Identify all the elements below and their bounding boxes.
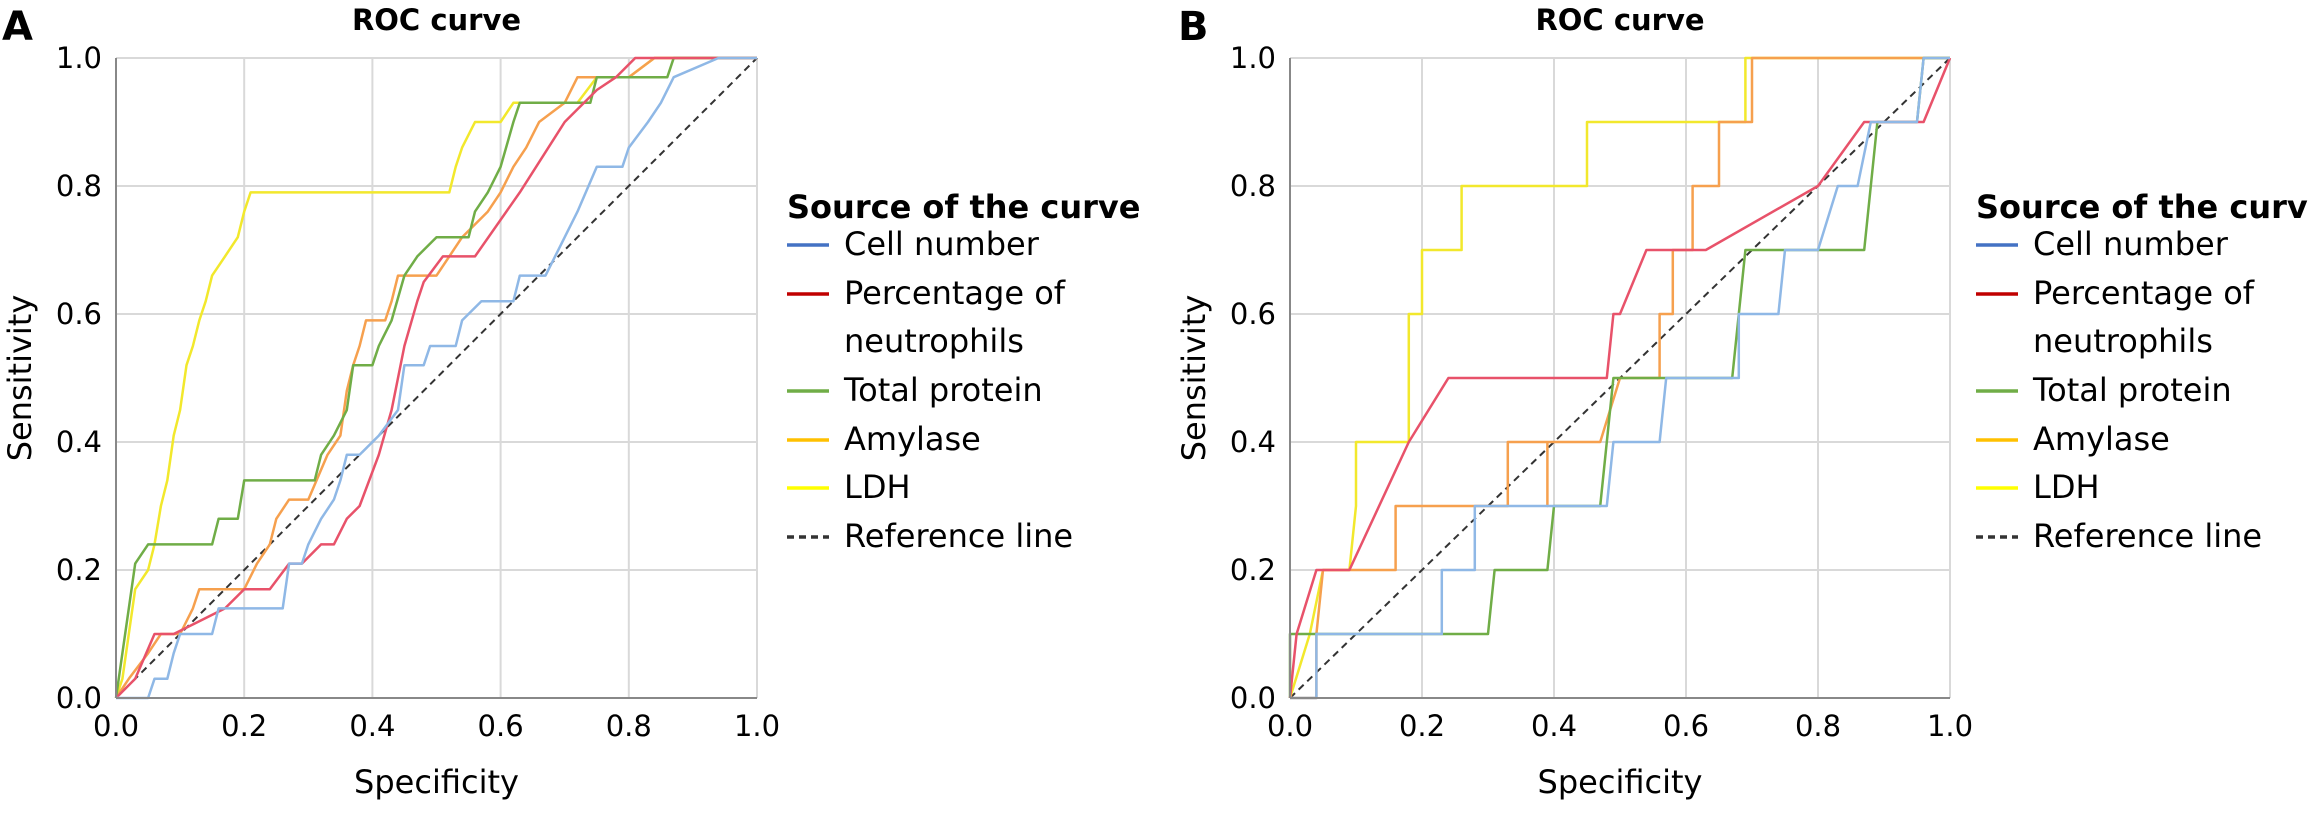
x-tick-label: 0.2 [221,709,267,743]
y-tick-label: 0.6 [1230,297,1276,331]
legend-label: LDH [2033,468,2100,506]
x-tick-label: 0.8 [606,709,652,743]
legend-label: Total protein [843,371,1043,409]
y-tick-label: 0.8 [56,169,102,203]
legend-label: Percentage of [2033,274,2255,312]
legend-label: Percentage of [844,274,1066,312]
y-tick-label: 1.0 [1230,41,1276,75]
legend-title: Source of the curve [787,188,1140,226]
series-line-cell-number [116,56,757,700]
y-tick-label: 0.0 [1230,681,1276,715]
x-tick-label: 0.4 [349,709,395,743]
roc-panel-a: A ROC curve 0.0 0.2 0.4 0.6 0.8 1.0 0.0 0.2 0.4 0.6… [1,3,1140,801]
legend-label: Cell number [844,225,1040,263]
series-line-percentage-of-neutrophils [115,56,757,699]
grid [115,57,758,699]
y-tick-label: 0.8 [1230,169,1276,203]
x-tick-label: 0.8 [1795,709,1841,743]
legend-title: Source of the curve [1976,188,2308,226]
legend-label-line2: neutrophils [2033,322,2213,360]
y-tick-label: 1.0 [56,41,102,75]
legend-label: Total protein [2032,371,2232,409]
chart-title: ROC curve [352,3,521,37]
series-line-amylase [114,56,757,699]
x-axis-label: Specificity [354,763,519,801]
x-tick-label: 0.4 [1531,709,1577,743]
x-tick-label: 1.0 [1927,709,1973,743]
y-tick-label: 0.2 [1230,553,1276,587]
x-tick-label: 0.2 [1399,709,1445,743]
x-axis-label: Specificity [1538,763,1703,801]
y-tick-label: 0.6 [56,297,102,331]
x-tick-label: 0.0 [1267,709,1313,743]
chart-title: ROC curve [1535,3,1704,37]
series-line-cell-number [1290,56,1950,700]
y-tick-label: 0.0 [56,681,102,715]
legend-label: Reference line [2033,517,2262,555]
x-tick-label: 0.6 [478,709,524,743]
y-axis-label: Sensitivity [1,295,39,462]
roc-panel-b: B ROC curve 0.0 0.2 0.4 0.6 0.8 1.0 0.0 0.2 0.4 0.6… [1175,3,2308,801]
reference-line [115,57,758,699]
y-tick-label: 0.4 [56,425,102,459]
legend-label: Amylase [844,420,981,458]
legend-label: LDH [844,468,911,506]
x-tick-label: 0.0 [93,709,139,743]
y-tick-label: 0.4 [1230,425,1276,459]
series-line-total-protein [114,56,757,699]
legend-label: Amylase [2033,420,2170,458]
panel-letter: B [1178,4,1209,50]
x-tick-label: 0.6 [1663,709,1709,743]
legend-label: Cell number [2033,225,2229,263]
x-tick-label: 1.0 [734,709,780,743]
y-tick-label: 0.2 [56,553,102,587]
legend-label: Reference line [844,517,1073,555]
panel-letter: A [2,4,33,50]
legend-label-line2: neutrophils [844,322,1024,360]
y-axis-label: Sensitivity [1175,295,1213,462]
